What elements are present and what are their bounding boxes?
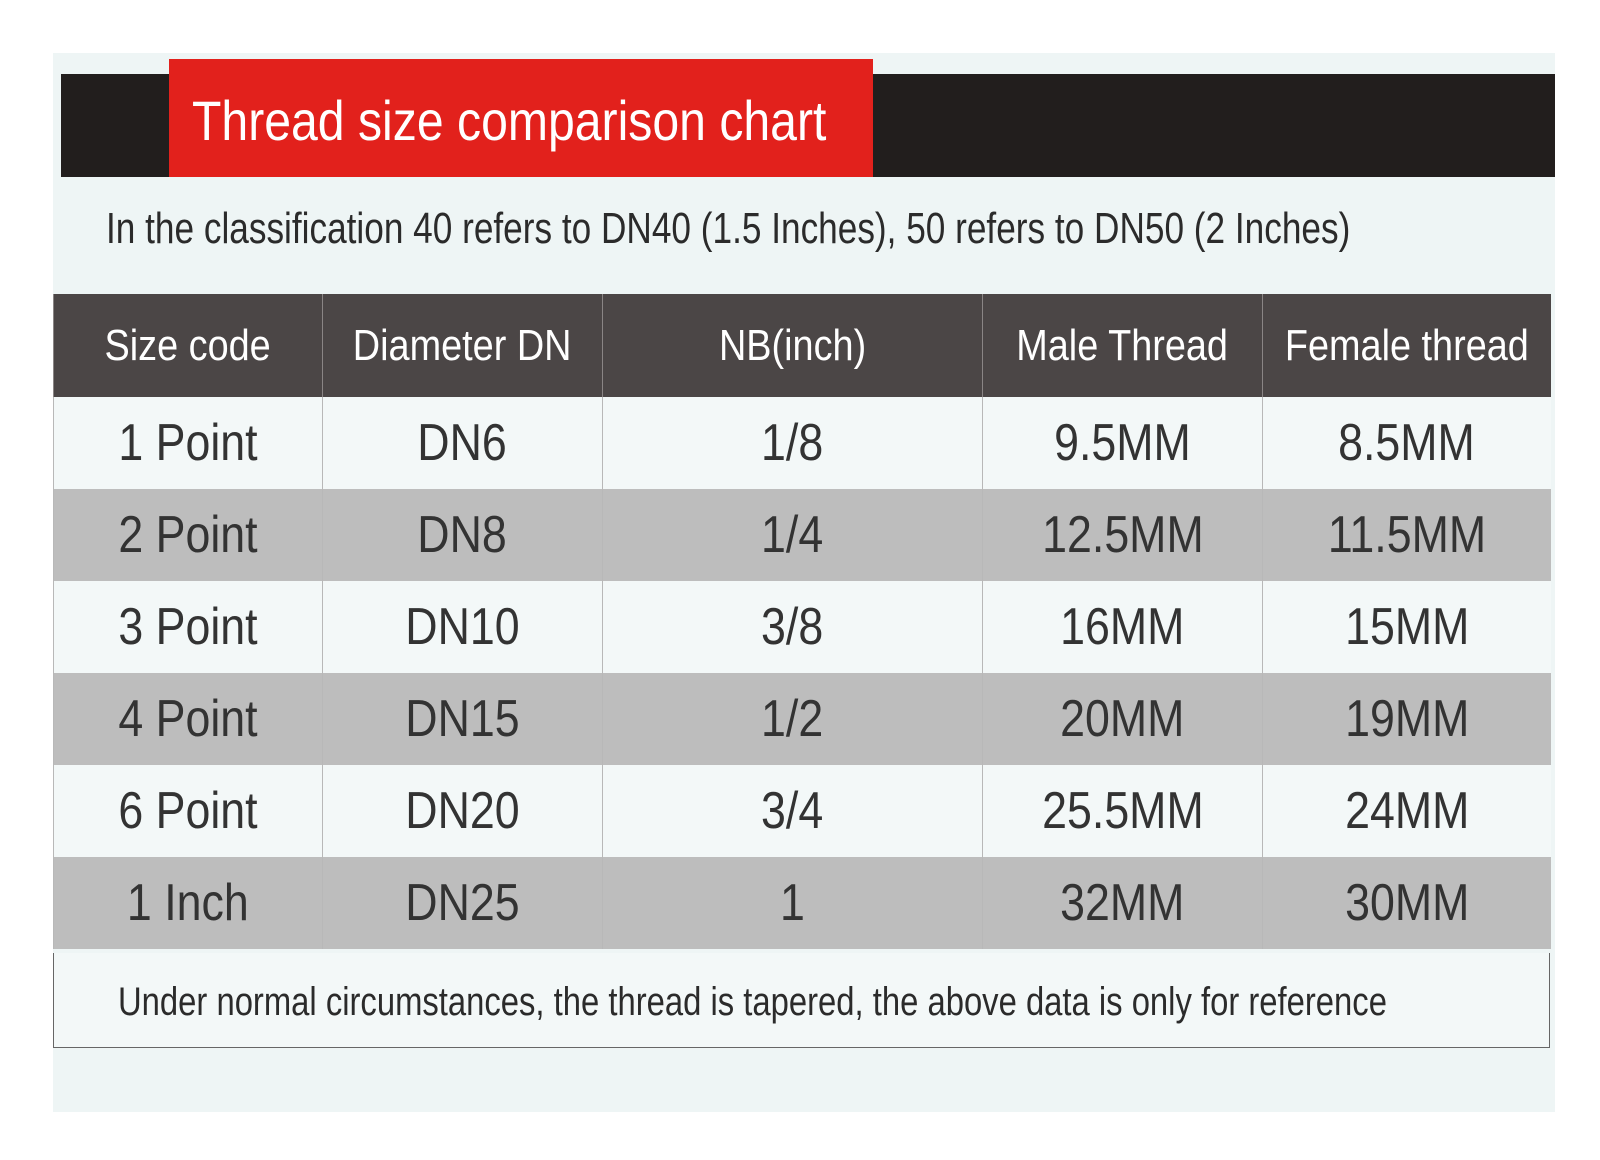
cell-text: DN6 (417, 414, 508, 472)
table-row: 2 Point DN8 1/4 12.5MM 11.5MM (53, 489, 1551, 581)
column-header-text: Size code (104, 320, 272, 370)
cell-text: 6 Point (118, 782, 258, 840)
cell-text: 32MM (1060, 874, 1185, 932)
table-cell: 16MM (982, 581, 1263, 673)
cell-text: DN10 (405, 598, 520, 656)
cell-text: 12.5MM (1041, 506, 1204, 564)
cell-text: 9.5MM (1054, 414, 1191, 472)
table-cell: 3/8 (602, 581, 983, 673)
column-header-text: Female thread (1284, 320, 1529, 370)
table-cell: 19MM (1262, 673, 1551, 765)
table-cell: 30MM (1262, 857, 1551, 949)
table-cell: DN15 (322, 673, 603, 765)
cell-text: 1/4 (761, 506, 824, 564)
column-header: Diameter DN (322, 294, 603, 397)
column-header-text: NB(inch) (718, 320, 867, 370)
column-header: NB(inch) (602, 294, 983, 397)
table-body: 1 Point DN6 1/8 9.5MM 8.5MM 2 Point DN8 1/4 12.5… (53, 397, 1551, 949)
table-cell: 1 Point (53, 397, 323, 489)
table-cell: 20MM (982, 673, 1263, 765)
column-header-text: Male Thread (1016, 320, 1229, 370)
cell-text: DN25 (405, 874, 520, 932)
table-row: 6 Point DN20 3/4 25.5MM 24MM (53, 765, 1551, 857)
cell-text: DN15 (405, 690, 520, 748)
cell-text: 19MM (1344, 690, 1469, 748)
column-header: Male Thread (982, 294, 1263, 397)
table-cell: 12.5MM (982, 489, 1263, 581)
table-cell: 32MM (982, 857, 1263, 949)
table-cell: 25.5MM (982, 765, 1263, 857)
table-cell: 2 Point (53, 489, 323, 581)
table-cell: 24MM (1262, 765, 1551, 857)
table-cell: 6 Point (53, 765, 323, 857)
cell-text: DN20 (405, 782, 520, 840)
table-cell: DN20 (322, 765, 603, 857)
footer-box (53, 953, 1550, 1048)
table-cell: DN8 (322, 489, 603, 581)
table-cell: 1/8 (602, 397, 983, 489)
table-cell: 1 (602, 857, 983, 949)
table-row: 4 Point DN15 1/2 20MM 19MM (53, 673, 1551, 765)
cell-text: 25.5MM (1041, 782, 1204, 840)
cell-text: 15MM (1344, 598, 1469, 656)
title: Thread size comparison chart (192, 89, 827, 152)
subtitle: In the classification 40 refers to DN40 … (106, 204, 1351, 253)
table-cell: 1/2 (602, 673, 983, 765)
cell-text: 4 Point (118, 690, 258, 748)
cell-text: 1 Point (118, 414, 258, 472)
table-row: 3 Point DN10 3/8 16MM 15MM (53, 581, 1551, 673)
cell-text: 1 (780, 874, 805, 932)
table-cell: 3 Point (53, 581, 323, 673)
table-cell: DN6 (322, 397, 603, 489)
cell-text: 3/8 (761, 598, 824, 656)
cell-text: 30MM (1344, 874, 1469, 932)
table-row: 1 Inch DN25 1 32MM 30MM (53, 857, 1551, 949)
table-cell: DN10 (322, 581, 603, 673)
cell-text: 20MM (1060, 690, 1185, 748)
table-cell: 1/4 (602, 489, 983, 581)
table-cell: 11.5MM (1262, 489, 1551, 581)
cell-text: 2 Point (118, 506, 258, 564)
cell-text: 1/8 (761, 414, 824, 472)
column-header-text: Diameter DN (353, 320, 572, 370)
table-cell: 8.5MM (1262, 397, 1551, 489)
cell-text: 3/4 (761, 782, 824, 840)
table-cell: 15MM (1262, 581, 1551, 673)
table-cell: 9.5MM (982, 397, 1263, 489)
table-row: 1 Point DN6 1/8 9.5MM 8.5MM (53, 397, 1551, 489)
cell-text: 1/2 (761, 690, 824, 748)
cell-text: 1 Inch (127, 874, 249, 932)
cell-text: 24MM (1344, 782, 1469, 840)
size-table: Size code Diameter DN NB(inch) Male Thread F… (53, 294, 1551, 949)
cell-text: 16MM (1060, 598, 1185, 656)
footer-note: Under normal circumstances, the thread i… (118, 980, 1387, 1024)
table-cell: 1 Inch (53, 857, 323, 949)
cell-text: 8.5MM (1338, 414, 1476, 472)
column-header: Female thread (1262, 294, 1551, 397)
cell-text: 11.5MM (1327, 506, 1486, 564)
header-row: Size code Diameter DN NB(inch) Male Thread F… (53, 294, 1551, 397)
table-cell: 4 Point (53, 673, 323, 765)
table-cell: 3/4 (602, 765, 983, 857)
column-header: Size code (53, 294, 323, 397)
table-cell: DN25 (322, 857, 603, 949)
title-box (169, 59, 873, 177)
cell-text: 3 Point (118, 598, 258, 656)
cell-text: DN8 (417, 506, 508, 564)
